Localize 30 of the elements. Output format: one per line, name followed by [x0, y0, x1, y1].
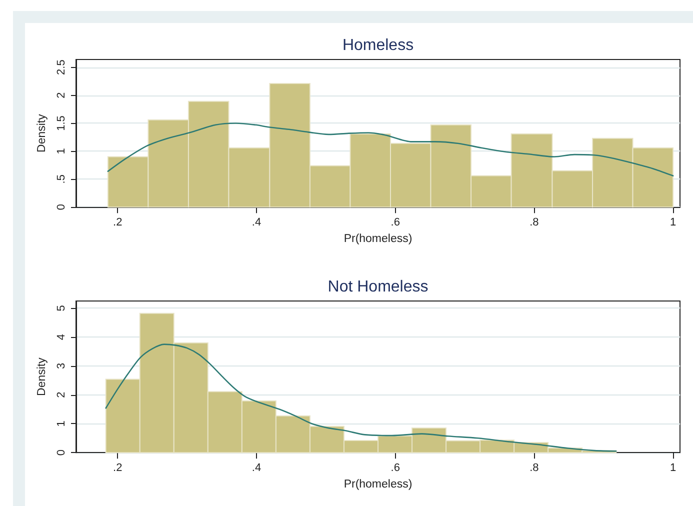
x-axis-title: Pr(homeless) — [344, 233, 412, 245]
y-tick-label: 0 — [56, 450, 68, 456]
y-tick-label: 3 — [56, 362, 68, 370]
y-tick-label: 5 — [56, 305, 68, 312]
x-tick-label: 1 — [670, 216, 676, 229]
x-tick-label: .6 — [390, 216, 400, 229]
y-tick-label: 1 — [56, 148, 68, 154]
line-series — [105, 344, 617, 452]
y-tick-label: 1.5 — [56, 116, 68, 131]
chart-title: Not Homeless — [328, 278, 428, 296]
y-tick-label: .5 — [56, 174, 68, 184]
x-tick-label: .2 — [113, 216, 122, 229]
y-tick-label: 0 — [56, 204, 68, 210]
y-axis-title: Density — [36, 114, 48, 152]
x-tick-label: .4 — [252, 216, 262, 229]
x-axis-title: Pr(homeless) — [344, 478, 412, 490]
x-tick-label: .4 — [252, 462, 262, 474]
y-tick-label: 2 — [56, 92, 68, 98]
chart-title: Homeless — [342, 37, 414, 54]
y-tick-label: 4 — [56, 334, 68, 340]
y-tick-label: 2 — [56, 392, 68, 398]
y-tick-label: 1 — [56, 420, 68, 427]
x-tick-label: .6 — [390, 462, 400, 474]
x-tick-label: .8 — [530, 462, 539, 474]
y-axis-title: Density — [36, 357, 48, 396]
line-series — [107, 122, 674, 176]
x-tick-label: .2 — [113, 462, 122, 474]
x-tick-label: .8 — [530, 216, 539, 229]
y-tick-label: 2.5 — [56, 60, 68, 75]
x-tick-label: 1 — [670, 462, 676, 474]
